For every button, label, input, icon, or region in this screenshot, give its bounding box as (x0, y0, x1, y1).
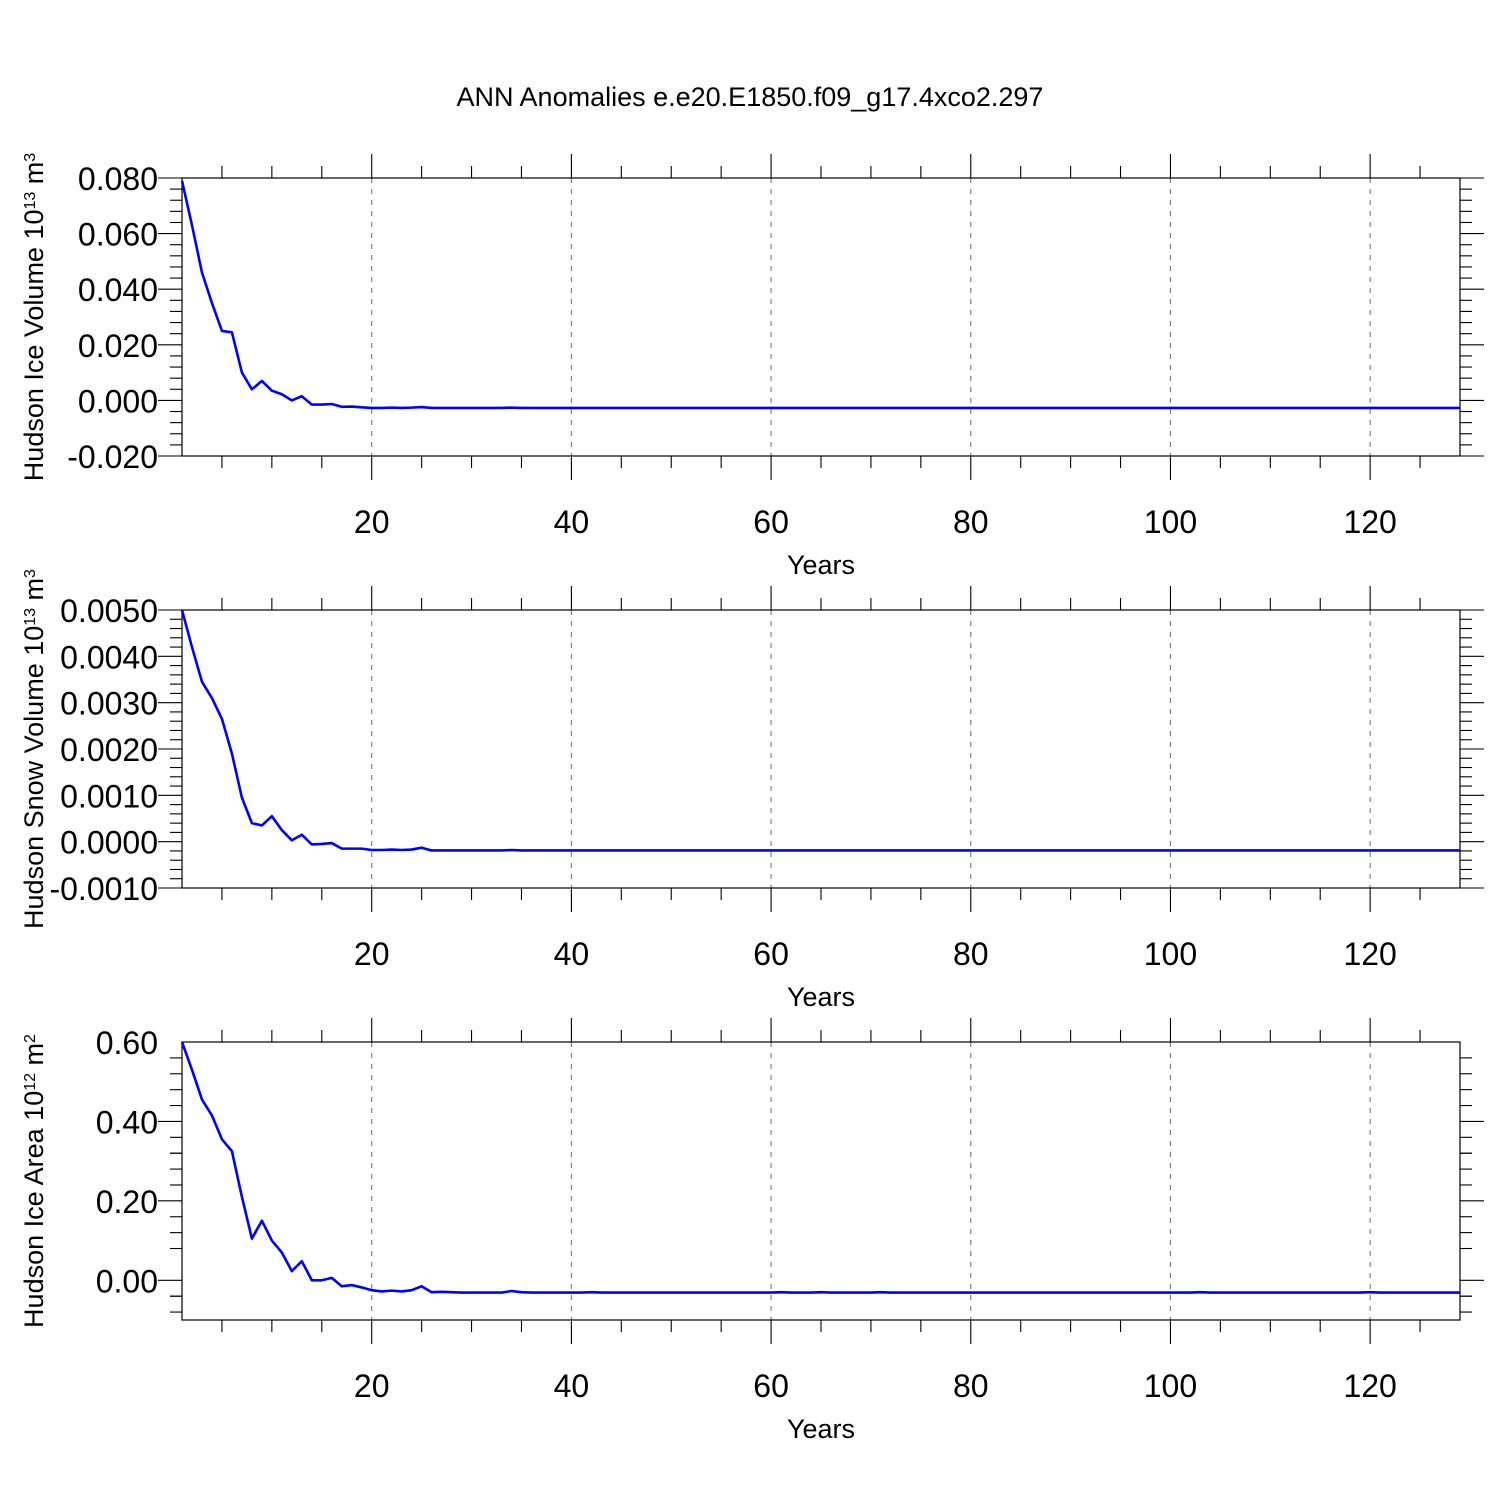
y-tick-label: 0.060 (78, 217, 158, 253)
x-tick-label: 120 (1343, 936, 1396, 972)
x-tick-label: 80 (953, 1368, 989, 1404)
y-axis-title: Hudson Ice Area 1012 m2 (19, 1034, 49, 1328)
x-axis-title: Years (787, 982, 855, 1012)
y-tick-label: -0.020 (67, 439, 158, 475)
x-tick-label: 120 (1343, 504, 1396, 540)
x-tick-label: 120 (1343, 1368, 1396, 1404)
y-tick-label: 0.000 (78, 383, 158, 419)
y-tick-label: 0.0010 (60, 778, 158, 814)
x-tick-label: 100 (1144, 936, 1197, 972)
x-tick-label: 60 (753, 504, 789, 540)
y-tick-label: 0.0050 (60, 593, 158, 629)
y-tick-label: 0.00 (96, 1263, 158, 1299)
x-tick-label: 60 (753, 936, 789, 972)
chart-title: ANN Anomalies e.e20.E1850.f09_g17.4xco2.… (457, 82, 1044, 112)
data-series-line (180, 609, 1460, 852)
x-tick-label: 80 (953, 504, 989, 540)
x-axis-title: Years (787, 1414, 855, 1444)
y-tick-label: 0.40 (96, 1104, 158, 1140)
x-tick-label: 20 (354, 1368, 390, 1404)
data-series-line (180, 180, 1460, 410)
y-tick-label: 0.0040 (60, 639, 158, 675)
y-tick-label: 0.0000 (60, 825, 158, 861)
plot-frame (181, 1041, 1461, 1321)
x-tick-label: 20 (354, 936, 390, 972)
x-tick-label: 20 (354, 504, 390, 540)
y-tick-label: 0.60 (96, 1025, 158, 1061)
y-tick-label: -0.0010 (49, 871, 158, 907)
x-tick-label: 40 (554, 1368, 590, 1404)
chart-panel-3: 20 40 60 80 100 120 0.00 0.20 0.40 0.60 Years Hudso… (19, 1018, 1484, 1444)
x-axis-title: Years (787, 550, 855, 580)
x-tick-label: 100 (1144, 1368, 1197, 1404)
x-tick-label: 80 (953, 936, 989, 972)
chart-panel-1: 20 40 60 80 100 120 -0.020 0.000 0.020 0.040 0.060… (19, 153, 1484, 580)
y-tick-label: 0.0030 (60, 686, 158, 722)
y-tick-label: 0.20 (96, 1184, 158, 1220)
y-tick-label: 0.0020 (60, 732, 158, 768)
y-tick-label: 0.080 (78, 161, 158, 197)
x-tick-label: 100 (1144, 504, 1197, 540)
plot-frame (181, 177, 1461, 457)
y-axis-title: Hudson Ice Volume 1013 m3 (19, 153, 49, 481)
x-tick-label: 60 (753, 1368, 789, 1404)
y-tick-label: 0.040 (78, 272, 158, 308)
plot-frame (181, 609, 1461, 889)
x-tick-label: 40 (554, 504, 590, 540)
x-tick-label: 40 (554, 936, 590, 972)
chart-panel-2: 20 40 60 80 100 120 -0.0010 0.0000 0.0010 0.0020 0… (19, 569, 1484, 1012)
y-tick-label: 0.020 (78, 328, 158, 364)
data-series-line (180, 1041, 1460, 1294)
y-axis-title: Hudson Snow Volume 1013 m3 (19, 569, 49, 929)
